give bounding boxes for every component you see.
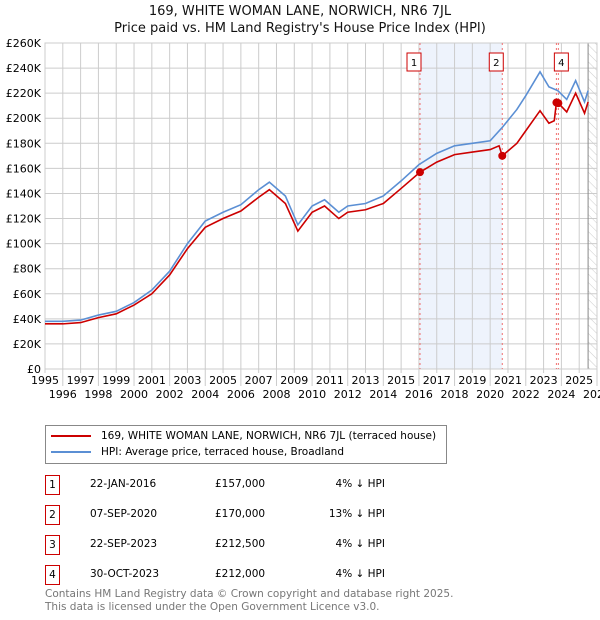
x-tick-label: 2013 [352,374,380,387]
x-tick-label: 2026 [583,388,600,401]
chart-subtitle: Price paid vs. HM Land Registry's House … [114,21,486,36]
sale-marker-label: 2 [45,505,60,525]
x-tick-label: 2024 [547,388,575,401]
sale-date: 22-JAN-2016 [90,478,157,490]
sale-price: £170,000 [215,508,266,520]
x-tick-label: 2004 [191,388,219,401]
plot-border [44,42,598,370]
x-tick-label: 2011 [316,374,344,387]
sale-label-box [406,52,422,72]
sale-label: 4 [558,58,564,69]
y-tick-label: £20K [13,338,42,351]
y-tick-label: £200K [6,112,42,125]
y-tick-label: £140K [6,187,42,200]
y-tick-label: £220K [6,87,42,100]
x-tick-label: 2000 [120,388,148,401]
y-tick-label: £40K [13,313,42,326]
x-tick-label: 2009 [280,374,308,387]
sale-period-shade [420,43,503,369]
sale-marker-label: 1 [45,475,60,495]
y-tick-label: £0 [27,363,41,376]
x-tick-label: 2001 [138,374,166,387]
sale-date: 30-OCT-2023 [90,568,159,580]
sale-date: 07-SEP-2020 [90,508,158,520]
x-tick-label: 2015 [387,374,415,387]
x-tick-label: 2025 [565,374,593,387]
sale-price: £157,000 [215,478,266,490]
x-tick-label: 2020 [476,388,504,401]
x-tick-label: 2021 [494,374,522,387]
footer-line: This data is licensed under the Open Gov… [45,601,380,613]
sale-label: 2 [493,58,499,69]
sale-row: 1 22-JAN-2016 £157,000 4% ↓ HPI [45,475,385,495]
x-tick-label: 2003 [173,374,201,387]
sale-date: 22-SEP-2023 [90,538,158,550]
x-tick-label: 2007 [245,374,273,387]
x-tick-label: 2012 [334,388,362,401]
sale-hpi-diff: 4% ↓ HPI [335,538,385,550]
x-tick-label: 2017 [423,374,451,387]
hpi-line [45,70,589,323]
x-tick-label: 1998 [84,388,112,401]
x-tick-label: 1999 [102,374,130,387]
x-tick-label: 2022 [512,388,540,401]
y-tick-label: £80K [13,263,42,276]
x-tick-label: 1996 [49,388,77,401]
x-tick-label: 2014 [369,388,397,401]
legend-label-hpi: HPI: Average price, terraced house, Broa… [101,446,344,458]
sale-row: 4 30-OCT-2023 £212,000 4% ↓ HPI [45,565,385,585]
property-price-line [45,91,589,325]
sale-hpi-diff: 4% ↓ HPI [335,568,385,580]
x-tick-label: 2016 [405,388,433,401]
x-tick-label: 2018 [441,388,469,401]
y-tick-label: £160K [6,162,42,175]
x-tick-label: 2019 [458,374,486,387]
legend-swatch-property [51,435,91,437]
x-tick-label: 2006 [227,388,255,401]
chart-title: 169, WHITE WOMAN LANE, NORWICH, NR6 7JL [148,4,452,19]
legend-swatch-hpi [51,451,91,453]
future-hatch [588,43,597,369]
sale-row: 2 07-SEP-2020 £170,000 13% ↓ HPI [45,505,385,525]
legend-label-property: 169, WHITE WOMAN LANE, NORWICH, NR6 7JL … [101,430,437,442]
legend: 169, WHITE WOMAN LANE, NORWICH, NR6 7JL … [45,425,447,464]
plot-area: 1995199619971998199920002001200220032004… [6,37,600,401]
sale-point [498,151,507,160]
footer: Contains HM Land Registry data © Crown c… [45,588,453,614]
sale-label-box [488,52,504,72]
x-tick-label: 1995 [31,374,59,387]
sale-point [416,168,425,177]
y-tick-label: £180K [6,137,42,150]
x-tick-label: 1997 [67,374,95,387]
sale-price: £212,000 [215,568,266,580]
y-tick-label: £100K [6,238,42,251]
footer-line: Contains HM Land Registry data © Crown c… [45,588,454,600]
sale-row: 3 22-SEP-2023 £212,500 4% ↓ HPI [45,535,385,555]
sale-hpi-diff: 13% ↓ HPI [328,508,385,520]
sale-marker-label: 3 [45,535,60,555]
y-tick-label: £260K [6,37,42,50]
x-tick-label: 2008 [262,388,290,401]
x-tick-label: 2005 [209,374,237,387]
x-tick-label: 2023 [530,374,558,387]
sale-point [554,99,563,108]
sale-marker-label: 4 [45,565,60,585]
y-tick-label: £120K [6,213,42,226]
sale-label-box [553,52,569,72]
sale-price: £212,500 [215,538,266,550]
x-tick-label: 2010 [298,388,326,401]
sale-hpi-diff: 4% ↓ HPI [335,478,385,490]
y-tick-label: £240K [6,62,42,75]
sale-label: 1 [411,58,417,69]
y-tick-label: £60K [13,288,42,301]
x-tick-label: 2002 [156,388,184,401]
